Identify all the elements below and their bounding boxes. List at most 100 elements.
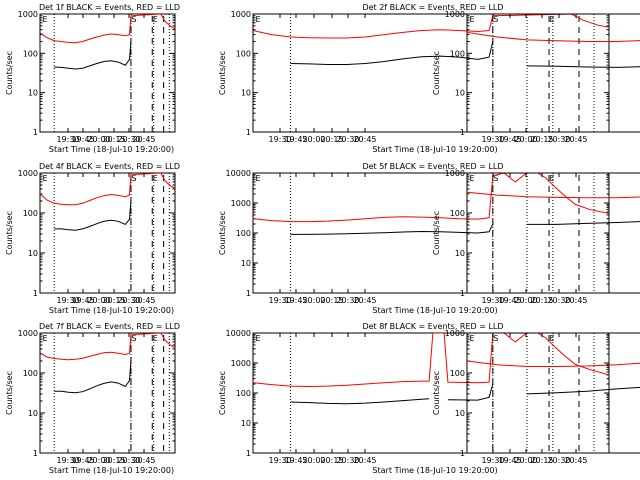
event-marker-label: E [469, 334, 474, 343]
x-axis-label: Start Time (18-Jul-10 19:20:00) [49, 466, 174, 475]
x-tick-label: 19:45 [284, 456, 307, 465]
y-tick-label: 10 [241, 259, 251, 268]
event-marker-label: E [550, 334, 555, 343]
y-tick-label: 1000 [231, 199, 251, 208]
y-axis-label: Counts/sec [5, 211, 14, 255]
event-marker-label: S [131, 174, 136, 183]
x-tick-label: 19:45 [498, 456, 521, 465]
y-tick-label: 1 [460, 449, 465, 458]
event-marker-label: S [131, 15, 136, 24]
y-axis-label: Counts/sec [432, 371, 441, 415]
series-events [290, 223, 494, 235]
y-tick-label: 100 [23, 49, 38, 58]
x-tick-label: 19:45 [498, 296, 521, 305]
x-tick-label: 20:30 [117, 135, 140, 144]
x-axis-label: Start Time (18-Jul-10 19:20:00) [372, 306, 497, 315]
x-tick-label: 20:45 [132, 456, 155, 465]
y-tick-label: 10 [455, 249, 465, 258]
series-events [527, 221, 640, 225]
y-tick-label: 100 [23, 369, 38, 378]
panel-det-6: Det 6f BLACK = Events, RED = LLD11010010… [432, 169, 640, 305]
x-tick-label: 20:45 [132, 135, 155, 144]
x-axis-label: Start Time (18-Jul-10 19:20:00) [372, 145, 497, 154]
x-tick-label: 20:45 [564, 456, 587, 465]
plot-frame [466, 13, 640, 133]
panel-title: Det 5f BLACK = Events, RED = LLD [362, 162, 503, 171]
y-tick-label: 100 [236, 389, 251, 398]
x-tick-label: 19:30 [268, 296, 291, 305]
x-tick-label: 20:15 [530, 296, 553, 305]
y-tick-label: 1 [33, 449, 38, 458]
y-tick-label: 1 [246, 449, 251, 458]
x-tick-label: 20:15 [102, 296, 125, 305]
x-tick-label: 20:30 [336, 135, 359, 144]
x-axis-label: Start Time (18-Jul-10 19:20:00) [49, 145, 174, 154]
x-tick-label: 19:30 [56, 456, 79, 465]
y-axis-label: Counts/sec [5, 371, 14, 415]
x-tick-label: 20:15 [320, 135, 343, 144]
event-marker-label: E [153, 174, 158, 183]
plot-frame [466, 172, 640, 294]
series-lld [40, 333, 175, 361]
x-tick-label: 19:45 [284, 135, 307, 144]
y-tick-label: 1 [33, 289, 38, 298]
x-tick-label: 20:30 [547, 456, 570, 465]
plot-frame [252, 172, 610, 294]
y-tick-label: 10000 [226, 329, 251, 338]
y-tick-label: 100 [23, 209, 38, 218]
y-tick-label: 10 [241, 419, 251, 428]
y-axis-label: Counts/sec [432, 51, 441, 95]
x-tick-label: 20:00 [514, 135, 537, 144]
x-tick-label: 20:00 [87, 135, 110, 144]
x-tick-label: 19:30 [56, 296, 79, 305]
series-events [290, 41, 494, 65]
series-lld [253, 333, 609, 388]
series-events [54, 41, 132, 70]
x-tick-label: 20:00 [302, 135, 325, 144]
x-tick-label: 20:15 [530, 456, 553, 465]
panel-title: Det 8f BLACK = Events, RED = LLD [362, 322, 503, 331]
x-tick-label: 20:15 [102, 135, 125, 144]
panel-det-9: Det 9f BLACK = Events, RED = LLD11010010… [432, 329, 640, 465]
x-tick-label: 19:45 [284, 296, 307, 305]
x-tick-label: 20:00 [302, 296, 325, 305]
panel-title: Det 1f BLACK = Events, RED = LLD [39, 3, 180, 12]
event-marker-label: S [493, 174, 498, 183]
y-axis-label: Counts/sec [432, 211, 441, 255]
series-lld [253, 173, 609, 223]
series-events [526, 65, 640, 68]
y-tick-label: 10 [28, 409, 38, 418]
y-tick-label: 10 [28, 249, 38, 258]
series-lld [253, 14, 609, 39]
event-marker-label: E [550, 15, 555, 24]
plot-frame [466, 332, 640, 454]
plot-frame [39, 13, 176, 133]
x-tick-label: 20:00 [87, 296, 110, 305]
x-tick-label: 20:15 [320, 456, 343, 465]
y-tick-label: 100 [236, 229, 251, 238]
x-tick-label: 20:30 [547, 135, 570, 144]
panel-det-8: Det 8f BLACK = Events, RED = LLD 1 10 100 10… [218, 322, 610, 475]
y-tick-label: 1 [246, 289, 251, 298]
x-tick-label: 20:45 [353, 456, 376, 465]
y-tick-label: 1000 [18, 169, 38, 178]
x-tick-label: 20:00 [302, 456, 325, 465]
y-tick-label: 1000 [18, 10, 38, 19]
y-tick-label: 100 [450, 209, 465, 218]
series-lld [467, 360, 640, 367]
y-axis-label: Counts/sec [5, 51, 14, 95]
x-tick-label: 20:15 [320, 296, 343, 305]
panel-det-7: Det 7f BLACK = Events, RED = LLD 1 10 100 10… [5, 322, 180, 475]
y-axis-label: Counts/sec [218, 211, 227, 255]
x-tick-label: 19:45 [71, 135, 94, 144]
x-axis-label: Start Time (18-Jul-10 19:20:00) [49, 306, 174, 315]
y-tick-label: 100 [450, 369, 465, 378]
x-tick-label: 20:30 [336, 296, 359, 305]
x-tick-label: 20:45 [353, 135, 376, 144]
x-tick-label: 19:45 [71, 296, 94, 305]
series-events [526, 386, 640, 395]
x-tick-label: 19:30 [481, 456, 504, 465]
x-tick-label: 20:45 [564, 135, 587, 144]
y-tick-label: 1000 [445, 10, 465, 19]
